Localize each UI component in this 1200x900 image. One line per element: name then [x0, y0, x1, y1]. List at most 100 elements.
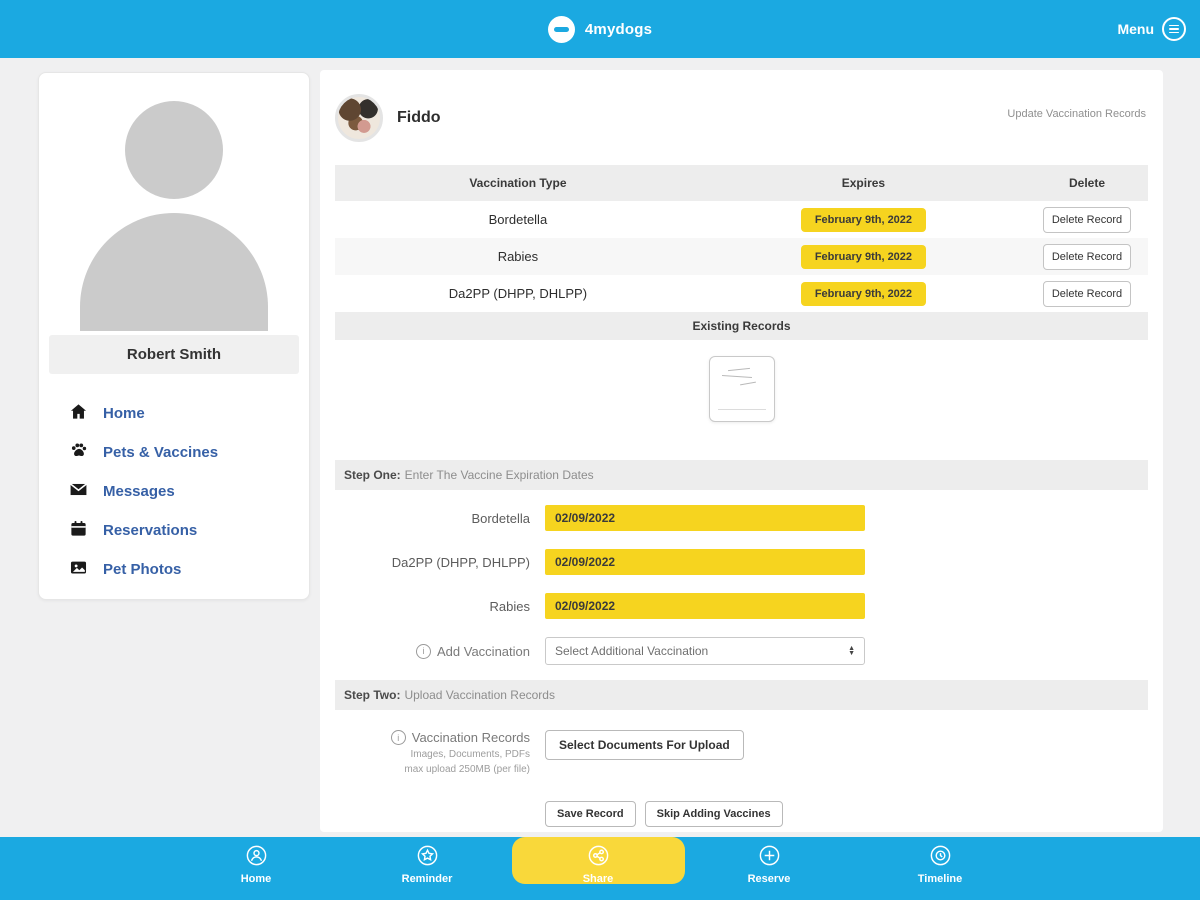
existing-records-header: Existing Records — [335, 312, 1148, 340]
table-row: Rabies February 9th, 2022 Delete Record — [335, 238, 1148, 275]
avatar-body-shape — [80, 213, 268, 331]
brand-name: 4mydogs — [584, 20, 653, 38]
bottom-nav-timeline[interactable]: Timeline — [870, 844, 1010, 885]
calendar-icon — [69, 519, 88, 542]
user-avatar — [63, 89, 285, 331]
brand: 4mydogs — [547, 15, 653, 43]
delete-record-button[interactable]: Delete Record — [1042, 280, 1132, 307]
step-one-header: Step One: Enter The Vaccine Expiration D… — [335, 460, 1148, 490]
sidebar-item-messages[interactable]: Messages — [69, 472, 309, 511]
timeline-circle-icon — [929, 844, 952, 870]
bottom-nav-reminder[interactable]: Reminder — [357, 844, 497, 885]
main-content: Fiddo Update Vaccination Records Vaccina… — [320, 70, 1163, 832]
vaccine-type-cell: Da2PP (DHPP, DHLPP) — [448, 286, 588, 301]
delete-record-button[interactable]: Delete Record — [1042, 206, 1132, 233]
select-documents-button[interactable]: Select Documents For Upload — [545, 730, 744, 760]
add-vaccination-label: i Add Vaccination — [335, 643, 545, 659]
table-row: Bordetella February 9th, 2022 Delete Rec… — [335, 201, 1148, 238]
bottom-nav-label: Reminder — [401, 873, 453, 885]
vaccination-records-label: i Vaccination Records — [335, 730, 530, 745]
upload-row: i Vaccination Records Images, Documents,… — [335, 730, 1148, 775]
upload-label-block: i Vaccination Records Images, Documents,… — [335, 730, 545, 775]
upload-hint-maxsize: max upload 250MB (per file) — [404, 764, 530, 775]
bottom-nav-label: Share — [582, 873, 614, 885]
photo-icon — [69, 558, 88, 581]
info-icon: i — [416, 643, 431, 659]
info-icon: i — [390, 730, 406, 745]
bottom-nav-share[interactable]: Share — [528, 844, 668, 885]
pet-header: Fiddo Update Vaccination Records — [335, 70, 1148, 165]
home-icon — [69, 402, 88, 425]
pet-name: Fiddo — [397, 108, 441, 126]
pet-avatar — [335, 93, 383, 142]
sidebar-item-label: Reservations — [103, 522, 198, 539]
sidebar-item-reservations[interactable]: Reservations — [69, 511, 309, 550]
expires-date-badge: February 9th, 2022 — [800, 207, 927, 232]
reminder-circle-icon — [416, 844, 439, 870]
step-two-header: Step Two: Upload Vaccination Records — [335, 680, 1148, 710]
user-name: Robert Smith — [49, 335, 299, 374]
hamburger-menu-icon — [1162, 17, 1186, 41]
skip-adding-vaccines-button[interactable]: Skip Adding Vaccines — [644, 801, 783, 827]
bottom-nav-reserve[interactable]: Reserve — [699, 844, 839, 885]
select-value: Select Additional Vaccination — [555, 644, 709, 658]
form-row-da2pp: Da2PP (DHPP, DHLPP) — [335, 549, 1148, 575]
bottom-nav-label: Timeline — [917, 873, 963, 885]
expires-date-badge: February 9th, 2022 — [800, 244, 927, 269]
plus-circle-icon — [758, 844, 781, 870]
expires-date-badge: February 9th, 2022 — [800, 281, 927, 306]
sidebar-item-label: Messages — [103, 483, 175, 500]
step-two-label: Step Two: — [344, 688, 401, 702]
rabies-date-input[interactable] — [545, 593, 865, 619]
save-record-button[interactable]: Save Record — [545, 801, 636, 827]
menu-label: Menu — [1117, 21, 1154, 37]
step-one-description: Enter The Vaccine Expiration Dates — [404, 468, 594, 482]
share-circle-icon — [587, 844, 610, 870]
sidebar-item-label: Pet Photos — [103, 561, 182, 578]
column-header-vaccination-type: Vaccination Type — [469, 176, 567, 190]
profile-sidebar: Robert Smith Home Pets & Vaccines Messag… — [38, 72, 310, 600]
additional-vaccination-select[interactable]: Select Additional Vaccination ▲ ▼ — [545, 637, 865, 665]
vaccine-type-cell: Bordetella — [488, 212, 548, 227]
da2pp-date-input[interactable] — [545, 549, 865, 575]
field-label: Rabies — [489, 598, 530, 614]
vaccine-table: Vaccination Type Expires Delete Bordetel… — [335, 165, 1148, 312]
person-circle-icon — [245, 844, 268, 870]
step-two-description: Upload Vaccination Records — [404, 688, 555, 702]
vaccine-type-cell: Rabies — [497, 249, 539, 264]
delete-record-button[interactable]: Delete Record — [1042, 243, 1132, 270]
vaccine-table-header: Vaccination Type Expires Delete — [335, 165, 1148, 201]
sidebar-nav: Home Pets & Vaccines Messages Reservatio… — [39, 394, 309, 589]
envelope-icon — [69, 480, 88, 503]
add-vaccination-row: i Add Vaccination Select Additional Vacc… — [335, 637, 1148, 665]
active-tab-highlight — [512, 837, 685, 884]
bottom-nav-home[interactable]: Home — [186, 844, 326, 885]
sidebar-item-home[interactable]: Home — [69, 394, 309, 433]
menu-button[interactable]: Menu — [1117, 0, 1186, 58]
step-one-label: Step One: — [344, 468, 401, 482]
sidebar-item-pets-vaccines[interactable]: Pets & Vaccines — [69, 433, 309, 472]
sidebar-item-pet-photos[interactable]: Pet Photos — [69, 550, 309, 589]
column-header-delete: Delete — [1068, 176, 1106, 190]
top-app-bar: 4mydogs Menu — [0, 0, 1200, 58]
bottom-nav-label: Home — [240, 873, 272, 885]
form-row-bordetella: Bordetella — [335, 505, 1148, 531]
brand-logo-icon — [547, 15, 575, 43]
bordetella-date-input[interactable] — [545, 505, 865, 531]
paw-icon — [69, 441, 88, 464]
column-header-expires: Expires — [841, 176, 886, 190]
record-document-thumbnail[interactable] — [708, 356, 775, 422]
sidebar-item-label: Home — [103, 405, 145, 422]
select-updown-icon: ▲ ▼ — [848, 645, 855, 657]
sidebar-item-label: Pets & Vaccines — [103, 444, 219, 461]
actions-row: Save Record Skip Adding Vaccines — [545, 801, 1148, 827]
field-label: Bordetella — [471, 510, 530, 526]
bottom-nav-bar: Home Reminder Share Reserve Timeline — [0, 837, 1200, 900]
field-label: Da2PP (DHPP, DHLPP) — [391, 554, 530, 570]
upload-hint-filetypes: Images, Documents, PDFs — [410, 749, 530, 760]
update-vaccination-records-link[interactable]: Update Vaccination Records — [1007, 108, 1146, 120]
form-row-rabies: Rabies — [335, 593, 1148, 619]
avatar-head-shape — [125, 101, 223, 199]
table-row: Da2PP (DHPP, DHLPP) February 9th, 2022 D… — [335, 275, 1148, 312]
existing-records-area — [335, 340, 1148, 440]
